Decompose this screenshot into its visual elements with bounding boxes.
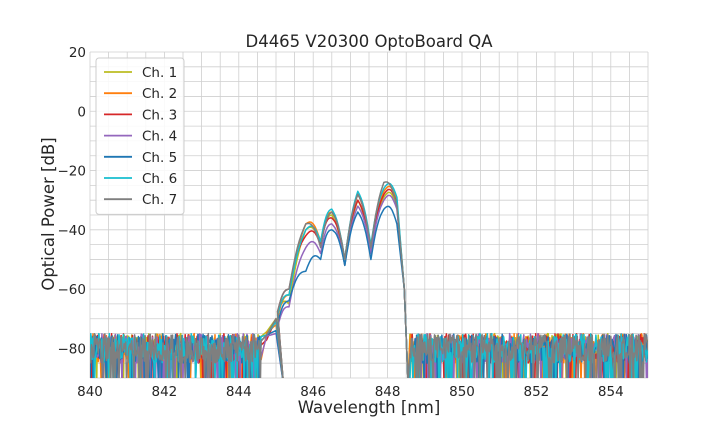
legend-label: Ch. 2 — [142, 86, 177, 102]
y-tick-label: 0 — [77, 104, 86, 120]
x-tick-label: 840 — [77, 384, 103, 400]
x-tick-label: 842 — [152, 384, 178, 400]
legend-label: Ch. 5 — [142, 150, 177, 166]
x-tick-label: 850 — [449, 384, 475, 400]
x-tick-label: 852 — [524, 384, 550, 400]
legend-label: Ch. 4 — [142, 129, 177, 145]
x-tick-label: 854 — [598, 384, 624, 400]
legend: Ch. 1 Ch. 2 Ch. 3 Ch. 4 Ch. 5 Ch. 6 Ch. 7 — [95, 57, 185, 215]
legend-label: Ch. 3 — [142, 107, 177, 123]
y-tick-label: −40 — [58, 223, 87, 239]
plot-area: 840 842 844 846 848 850 852 854 −80 −60 −40 −20 0 20 — [58, 45, 649, 400]
x-tick-label: 844 — [226, 384, 252, 400]
legend-box — [95, 57, 185, 215]
legend-label: Ch. 6 — [142, 171, 177, 187]
series-line — [90, 181, 648, 378]
y-tick-label: −20 — [58, 164, 87, 180]
chart-title: D4465 V20300 OptoBoard QA — [245, 32, 493, 51]
x-axis-title: Wavelength [nm] — [298, 398, 441, 417]
series-lines — [90, 181, 648, 378]
y-tick-label: −60 — [58, 282, 87, 298]
y-tick-label: 20 — [69, 45, 86, 61]
y-tick-label: −80 — [58, 341, 87, 357]
x-tick-label: 848 — [375, 384, 401, 400]
legend-label: Ch. 7 — [142, 192, 177, 208]
legend-label: Ch. 1 — [142, 65, 177, 81]
y-axis-title: Optical Power [dB] — [39, 137, 58, 290]
x-tick-label: 846 — [300, 384, 326, 400]
